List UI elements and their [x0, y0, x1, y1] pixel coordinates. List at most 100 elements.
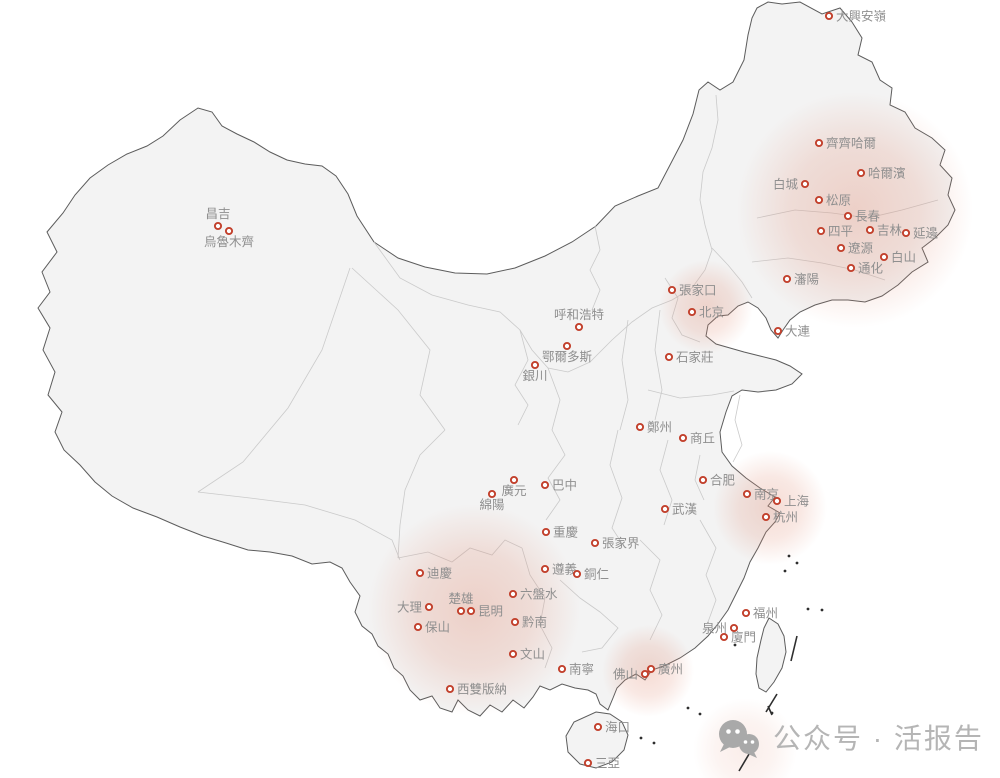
- city-marker: [590, 538, 600, 548]
- city-marker: [814, 195, 824, 205]
- city-marker: [213, 221, 223, 231]
- city-marker: [664, 352, 674, 362]
- city-label: 文山: [520, 647, 545, 662]
- city-label: 遵義: [552, 562, 578, 577]
- city-marker: [574, 322, 584, 332]
- wechat-icon: [719, 720, 759, 758]
- heat-spot: [713, 451, 827, 565]
- city-label: 齊齊哈爾: [826, 137, 877, 151]
- islet-dot: [652, 741, 656, 745]
- city-label: 重慶: [553, 525, 579, 540]
- city-label: 武漢: [672, 503, 698, 517]
- city-label: 綿陽: [479, 498, 504, 512]
- city-marker: [772, 496, 782, 506]
- city-label: 楚雄: [448, 591, 473, 606]
- city-marker: [635, 422, 645, 432]
- city-label: 瀋陽: [794, 272, 819, 287]
- city-label: 西雙版納: [457, 682, 507, 697]
- city-marker: [761, 512, 771, 522]
- city-label: 六盤水: [520, 588, 558, 602]
- city-label: 哈爾濱: [868, 167, 906, 181]
- city-marker: [879, 252, 889, 262]
- islet-dot: [733, 643, 737, 647]
- city-label: 黔南: [522, 615, 547, 630]
- city-label: 保山: [425, 621, 450, 635]
- islet-dot: [639, 736, 643, 740]
- city-marker: [640, 669, 650, 679]
- city-marker: [843, 211, 853, 221]
- city-label: 四平: [828, 225, 853, 239]
- city-marker: [224, 226, 234, 236]
- city-marker: [742, 489, 752, 499]
- city-label: 銅仁: [584, 568, 609, 582]
- city-label: 白山: [891, 250, 916, 265]
- city-label: 大理: [397, 601, 423, 615]
- city-label: 廣州: [658, 663, 683, 677]
- city-label: 廣元: [501, 484, 526, 498]
- city-label: 長春: [855, 210, 881, 224]
- city-marker: [424, 602, 434, 612]
- city-marker: [572, 569, 582, 579]
- city-marker: [901, 228, 911, 238]
- city-marker: [865, 225, 875, 235]
- city-label: 延邊: [913, 227, 939, 241]
- city-marker: [510, 617, 520, 627]
- city-label: 大興安嶺: [836, 9, 887, 24]
- city-marker: [741, 608, 751, 618]
- city-marker: [687, 307, 697, 317]
- hainan-island: [565, 711, 629, 769]
- city-marker: [508, 589, 518, 599]
- city-label: 三亞: [595, 757, 620, 771]
- city-label: 松原: [826, 194, 851, 208]
- city-marker: [445, 684, 455, 694]
- city-label: 通化: [858, 262, 884, 276]
- dash-segment: [790, 635, 798, 662]
- city-label: 鄭州: [647, 420, 672, 435]
- city-label: 南京: [754, 487, 779, 502]
- city-label: 南寧: [569, 662, 594, 677]
- city-label: 張家口: [679, 283, 717, 298]
- city-marker: [562, 341, 572, 351]
- city-marker: [646, 664, 656, 674]
- city-marker: [836, 243, 846, 253]
- city-label: 杭州: [773, 510, 798, 525]
- watermark-text: 公众号 · 活报告: [773, 723, 984, 754]
- islet-dot: [820, 608, 824, 612]
- city-label: 巴中: [552, 478, 577, 493]
- city-marker: [660, 504, 670, 514]
- city-marker: [698, 475, 708, 485]
- city-marker: [814, 138, 824, 148]
- city-marker: [846, 263, 856, 273]
- city-marker: [508, 649, 518, 659]
- heat-spot: [737, 92, 973, 328]
- city-marker: [540, 480, 550, 490]
- city-marker: [541, 527, 551, 537]
- city-label: 海口: [605, 720, 630, 735]
- city-label: 合肥: [710, 473, 736, 488]
- city-label: 商丘: [690, 431, 715, 446]
- city-marker: [466, 606, 476, 616]
- city-marker: [773, 326, 783, 336]
- city-label: 銀川: [522, 369, 547, 383]
- city-label: 白城: [773, 177, 799, 192]
- islet-dot: [686, 706, 690, 710]
- city-marker: [540, 564, 550, 574]
- islet-dot: [787, 554, 791, 558]
- city-marker: [557, 664, 567, 674]
- city-label: 大連: [785, 325, 811, 339]
- city-marker: [583, 758, 593, 768]
- city-marker: [593, 722, 603, 732]
- islet-dot: [770, 711, 774, 715]
- city-label: 鄂爾多斯: [542, 350, 592, 364]
- islet-dot: [795, 561, 799, 565]
- city-label: 上海: [784, 494, 810, 509]
- watermark: 公众号 · 活报告: [712, 714, 984, 760]
- city-label: 迪慶: [427, 567, 453, 581]
- city-marker: [456, 606, 466, 616]
- city-label: 昆明: [478, 605, 503, 619]
- city-label: 北京: [699, 306, 724, 320]
- taiwan-island: [755, 617, 787, 693]
